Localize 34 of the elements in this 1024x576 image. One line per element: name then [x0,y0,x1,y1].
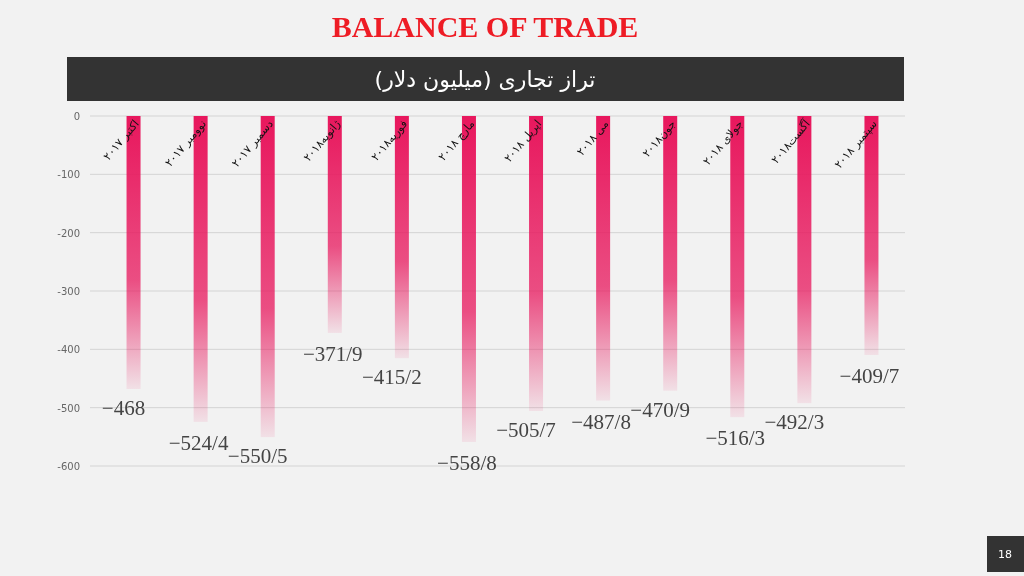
x-tick-label: جولای ۲۰۱۸ [700,117,746,168]
data-label: −550/5 [227,444,288,469]
x-tick-label: جون۲۰۱۸ [640,117,679,160]
data-label: −415/2 [362,365,422,390]
y-tick-label: -300 [57,286,80,297]
x-tick-label: نوومبر ۲۰۱۷ [162,117,209,170]
x-tick-label: سپتمبر ۲۰۱۸ [832,117,880,171]
x-tick-label: اپریل ۲۰۱۸ [501,117,545,165]
y-tick-label: -400 [57,344,80,356]
data-label: −524/4 [168,430,229,455]
x-tick-label: ژانویه۲۰۱۸ [301,117,344,165]
y-tick-label: -100 [57,169,80,181]
x-tick-label: اکتبر ۲۰۱۷ [100,117,142,163]
data-label: −468 [101,396,146,420]
chart-title: BALANCE OF TRADE [331,10,639,43]
x-tick-label: فوریه۲۰۱۸ [368,117,411,164]
y-tick-label: 0 [73,111,80,122]
y-tick-label: -200 [57,227,80,239]
x-tick-label: مارچ ۲۰۱۸ [435,117,478,164]
x-tick-label: دسمبر ۲۰۱۷ [229,117,277,170]
data-label: −487/8 [571,409,631,434]
y-tick-label: -600 [57,461,80,472]
x-tick-label: می ۲۰۱۸ [574,117,612,159]
data-label: −516/3 [705,426,766,451]
data-label: −409/7 [839,363,900,388]
y-tick-label: -500 [57,402,80,414]
text: 18 [998,548,1012,561]
x-tick-label: آگست۲۰۱۸ [768,116,814,167]
data-label: −470/9 [630,397,691,422]
data-label: −558/8 [437,450,497,475]
data-label: −371/9 [302,341,363,366]
chart-subtitle: تراز تجاری (میلیون دلار) [374,67,596,92]
data-label: −492/3 [764,410,825,435]
data-label: −505/7 [496,417,556,442]
